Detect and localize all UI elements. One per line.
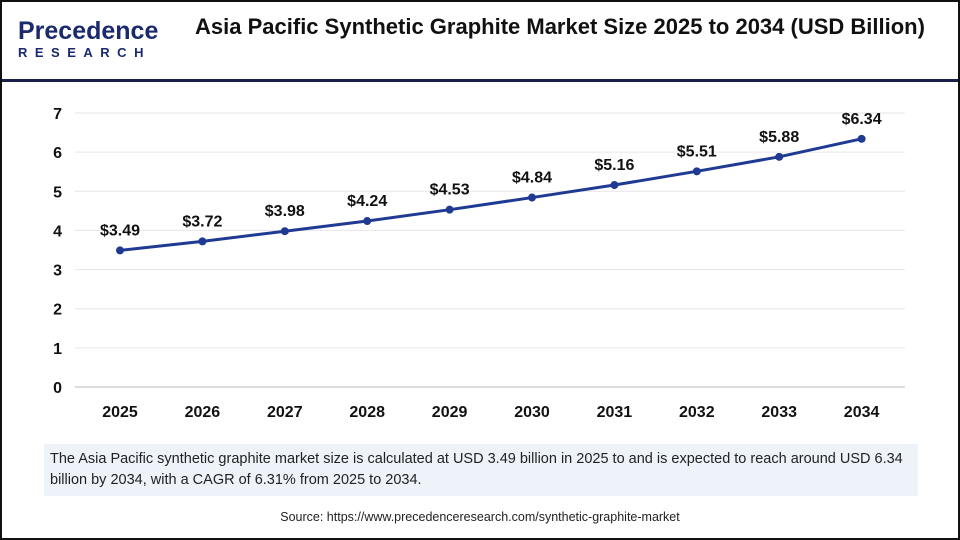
x-tick-label: 2030 bbox=[514, 404, 550, 421]
x-tick-label: 2028 bbox=[349, 404, 385, 421]
chart-title: Asia Pacific Synthetic Graphite Market S… bbox=[195, 14, 925, 39]
series-line bbox=[119, 137, 862, 252]
data-point bbox=[528, 193, 536, 202]
data-label: $3.72 bbox=[182, 213, 222, 230]
data-point bbox=[775, 152, 784, 161]
x-tick-label: 2034 bbox=[844, 404, 880, 421]
data-label: $4.53 bbox=[430, 182, 470, 199]
data-point bbox=[445, 205, 454, 214]
logo-line2: RESEARCH bbox=[18, 45, 151, 60]
x-tick-label: 2029 bbox=[432, 404, 468, 421]
data-label: $5.88 bbox=[759, 129, 799, 146]
data-label: $3.98 bbox=[265, 203, 305, 220]
y-tick-label: 7 bbox=[53, 106, 62, 123]
data-label: $4.84 bbox=[512, 170, 552, 187]
data-label: $5.51 bbox=[677, 143, 717, 160]
data-label: $3.49 bbox=[100, 222, 140, 239]
x-tick-label: 2031 bbox=[597, 404, 633, 421]
logo-line1: Precedence bbox=[18, 17, 159, 45]
y-tick-label: 4 bbox=[53, 223, 62, 240]
x-tick-label: 2027 bbox=[267, 404, 303, 421]
header-divider bbox=[2, 79, 958, 82]
data-point bbox=[116, 246, 124, 255]
x-tick-label: 2025 bbox=[102, 404, 138, 421]
data-point bbox=[857, 134, 866, 143]
data-label: $5.16 bbox=[594, 157, 634, 174]
logo: Precedence RESEARCH bbox=[18, 18, 158, 62]
source: Source: https://www.precedenceresearch.c… bbox=[280, 510, 680, 524]
y-tick-label: 3 bbox=[53, 263, 62, 280]
data-point bbox=[363, 217, 372, 226]
y-tick-label: 1 bbox=[53, 341, 62, 358]
x-tick-label: 2033 bbox=[761, 404, 797, 421]
data-label: $6.34 bbox=[842, 111, 882, 128]
y-tick-label: 5 bbox=[53, 184, 62, 201]
caption: The Asia Pacific synthetic graphite mark… bbox=[44, 444, 918, 496]
data-point bbox=[280, 227, 289, 236]
y-tick-label: 0 bbox=[53, 380, 62, 397]
data-label: $4.24 bbox=[347, 193, 387, 210]
x-tick-label: 2032 bbox=[679, 404, 715, 421]
y-tick-label: 2 bbox=[53, 302, 62, 319]
data-point bbox=[692, 167, 701, 176]
data-point bbox=[610, 181, 619, 190]
x-tick-label: 2026 bbox=[185, 404, 221, 421]
y-tick-label: 6 bbox=[53, 145, 62, 162]
data-point bbox=[198, 237, 207, 246]
